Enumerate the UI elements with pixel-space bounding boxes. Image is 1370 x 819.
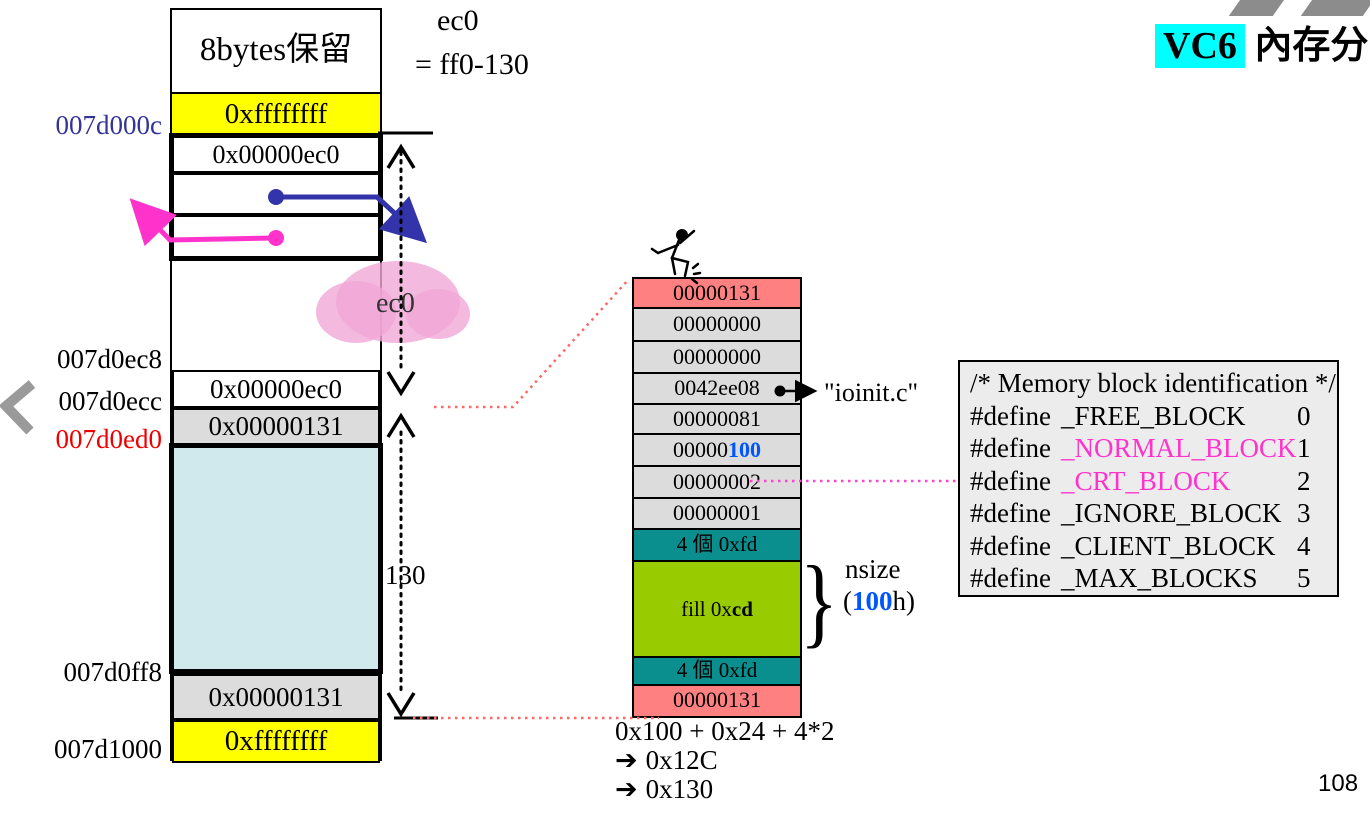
stickman-icon: [650, 229, 702, 285]
arrow-right-icon: ➔: [615, 774, 638, 805]
code-define-normal: #define _NORMAL_BLOCK 1: [970, 433, 1311, 463]
nsize-brace: }: [800, 546, 839, 658]
heap-row: 00000081: [634, 405, 800, 435]
cell-alloc-header: 0x00000131: [172, 408, 380, 445]
calc-line2: ➔ 0x12C: [615, 745, 718, 776]
cell-flink-pointer: [174, 175, 378, 217]
span-arrow-ec0: [378, 131, 433, 397]
calc-line3: ➔ 0x130: [615, 774, 714, 805]
page-number: 108: [1318, 770, 1359, 797]
nsize-value: (100h): [843, 586, 915, 616]
heap-row-footer-size: 00000131: [634, 686, 800, 716]
code-define-max: #define _MAX_BLOCKS 5: [970, 563, 1311, 593]
address-007d0ecc: 007d0ecc: [58, 386, 162, 416]
calc-line1: 0x100 + 0x24 + 4*2: [615, 716, 835, 746]
cell-reserved-8bytes: 8bytes保留: [172, 10, 380, 94]
cell-blink-pointer: [174, 217, 378, 252]
code-define-crt: #define _CRT_BLOCK 2: [970, 465, 1311, 496]
address-007d000c: 007d000c: [55, 110, 162, 140]
arrow-right-icon: ➔: [615, 745, 638, 776]
address-007d0ed0: 007d0ed0: [55, 424, 162, 454]
heap-row-fill: fill 0xcd: [634, 562, 800, 658]
cell-guard-bottom: 0xffffffff: [172, 720, 380, 763]
code-define-client: #define _CLIENT_BLOCK 4: [970, 530, 1311, 561]
heap-row-nomansland-bottom: 4 個 0xfd: [634, 658, 800, 686]
ec0-formula: = ff0-130: [415, 48, 529, 81]
title-rest: 內存分: [1244, 25, 1369, 67]
cell-alloc-footer: 0x00000131: [172, 674, 380, 720]
code-comment: /* Memory block identification */: [970, 368, 1336, 398]
heap-row: 00000000: [634, 309, 800, 342]
ioinit-label: "ioinit.c": [824, 378, 919, 407]
cell-guard-top: 0xffffffff: [172, 94, 380, 135]
ec0-annotation: ec0: [437, 4, 479, 37]
slide-title: VC6 內存分: [1155, 14, 1368, 69]
free-list-head-block: 0x00000ec0: [169, 133, 383, 261]
memory-map: 8bytes保留 0xffffffff 0x00000ec0 0x00000ec…: [169, 8, 383, 763]
address-007d0ff8: 007d0ff8: [63, 657, 163, 687]
heap-row: 00000001: [634, 499, 800, 530]
code-define-ignore: #define _IGNORE_BLOCK 3: [970, 498, 1311, 528]
address-007d0ec8: 007d0ec8: [57, 344, 162, 374]
nsize-label: nsize: [845, 554, 901, 584]
heap-row-header-size: 00000131: [634, 279, 800, 309]
heap-row-nomansland-top: 4 個 0xfd: [634, 530, 800, 562]
span-label-130: 130: [385, 560, 426, 590]
heap-row-size: 00000100: [634, 435, 800, 467]
size-calculation: 0x100 + 0x24 + 4*2 ➔ 0x12C ➔ 0x130: [615, 716, 835, 805]
heap-row-filename-ptr: 0042ee08: [634, 374, 800, 405]
cell-free-size: 0x00000ec0: [172, 370, 380, 408]
heap-row-block-type: 00000002: [634, 467, 800, 499]
user-data-block: [169, 443, 383, 674]
code-define-free: #define _FREE_BLOCK 0: [970, 400, 1311, 431]
title-highlight: VC6: [1155, 24, 1245, 68]
code-box: /* Memory block identification */ #defin…: [958, 360, 1339, 597]
heap-row: 00000000: [634, 342, 800, 374]
heap-block-detail: 00000131 00000000 00000000 0042ee08 0000…: [632, 277, 802, 718]
address-007d1000: 007d1000: [54, 734, 162, 764]
cell-entry-size: 0x00000ec0: [174, 138, 378, 175]
connector-top-red-dotted: [434, 278, 630, 409]
